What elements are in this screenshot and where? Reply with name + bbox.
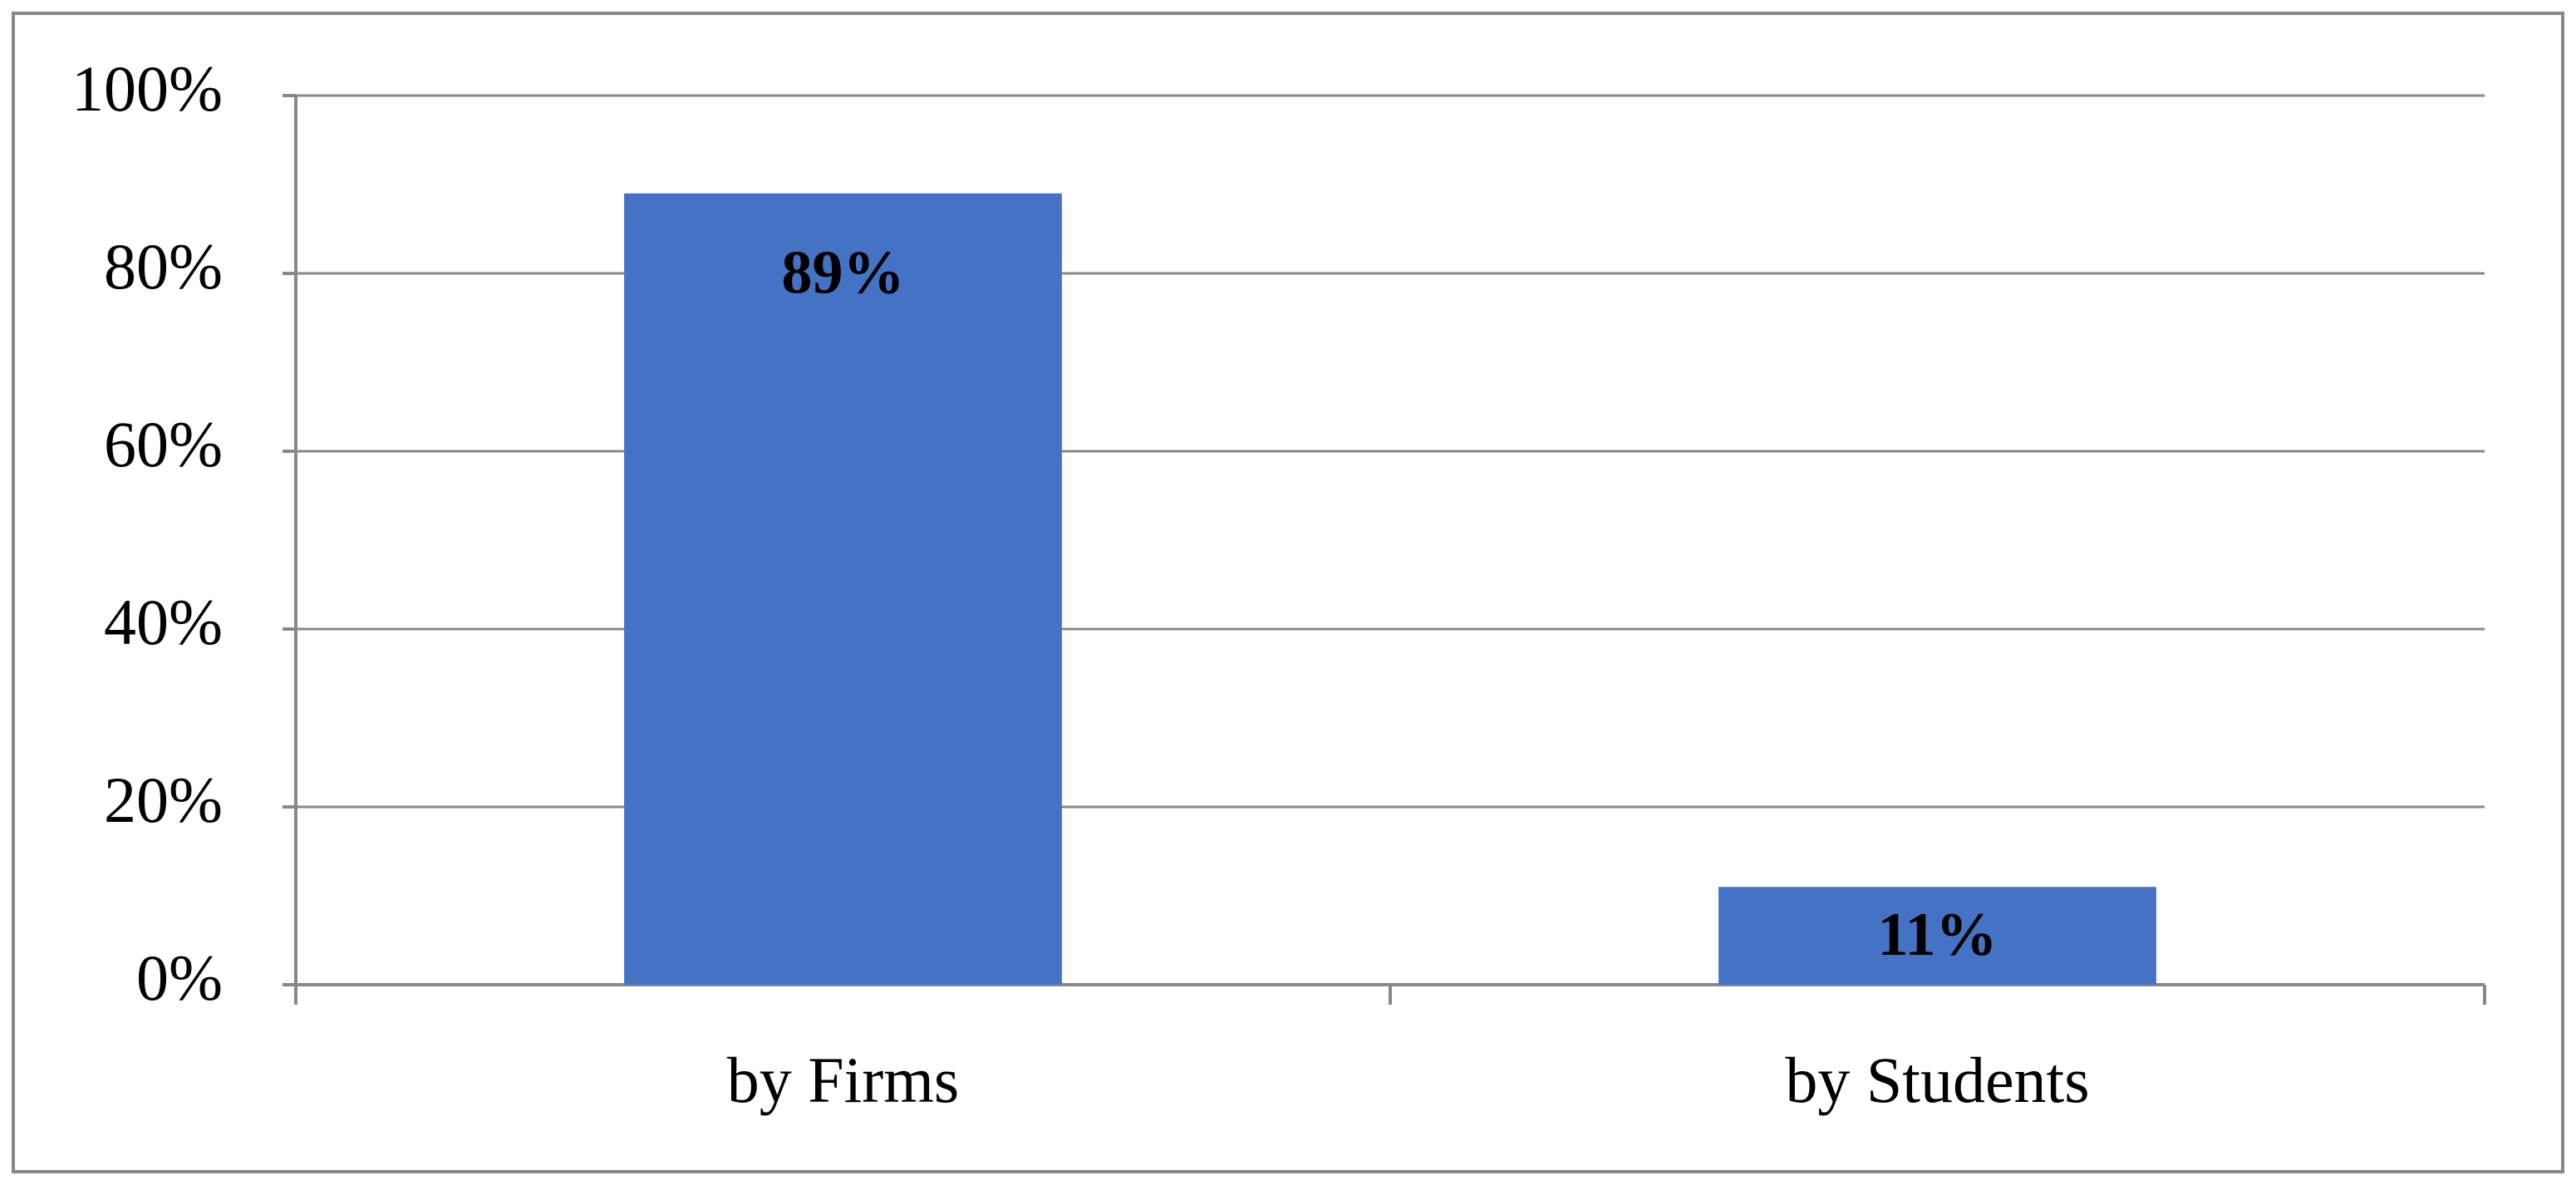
y-tick-label: 100% <box>71 52 223 125</box>
y-tick-label: 80% <box>104 230 223 302</box>
x-tick-label: by Firms <box>727 1044 960 1116</box>
x-tick-label: by Students <box>1785 1044 2089 1116</box>
chart-border <box>12 12 2564 1173</box>
bar <box>1718 887 2156 985</box>
y-tick-label: 0% <box>136 942 223 1014</box>
data-label: 11% <box>1878 901 1998 969</box>
y-tick-label: 20% <box>104 764 223 836</box>
bar <box>624 193 1062 985</box>
y-tick-label: 40% <box>104 586 223 658</box>
y-tick-label: 60% <box>104 408 223 480</box>
data-label: 89% <box>782 239 905 307</box>
